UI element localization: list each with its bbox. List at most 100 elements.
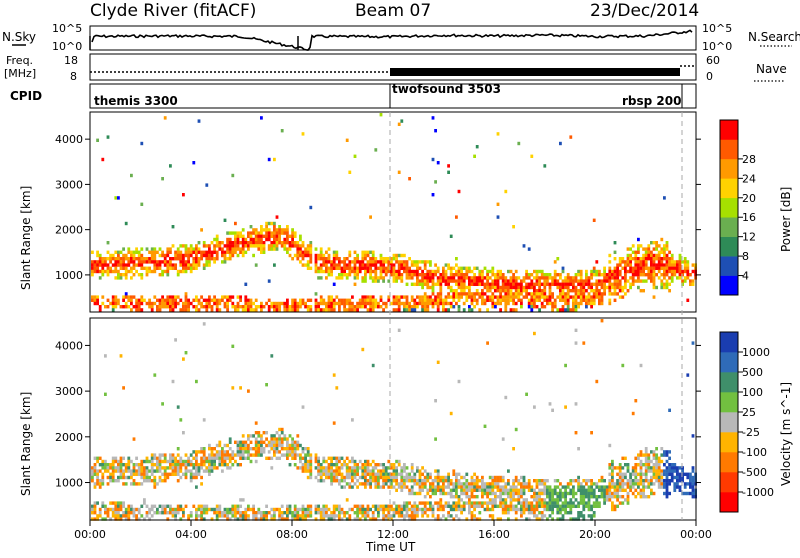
velocity-cell: [611, 495, 614, 499]
power-cell: [114, 263, 118, 267]
velocity-cell: [296, 434, 300, 438]
power-cell: [683, 263, 687, 267]
velocity-cell: [304, 469, 307, 473]
velocity-cell: [353, 504, 357, 508]
velocity-cell: [447, 485, 450, 489]
power-cell: [356, 308, 359, 312]
power-cell: [611, 276, 614, 280]
power-cell: [127, 269, 131, 274]
power-cell: [494, 285, 497, 290]
power-cell: [218, 298, 222, 302]
power-cell: [317, 305, 320, 309]
velocity-cell: [338, 459, 341, 464]
power-cell: [249, 237, 253, 242]
velocity-cell: [166, 504, 170, 508]
power-cell: [332, 282, 336, 286]
power-cell: [260, 231, 263, 235]
power-cell: [600, 285, 604, 290]
velocity-cell: [644, 475, 648, 480]
velocity-cell: [556, 485, 560, 489]
velocity-cell: [124, 482, 128, 486]
power-cell: [296, 250, 300, 254]
power-cell: [397, 170, 401, 174]
velocity-cell: [218, 440, 222, 444]
power-cell: [348, 263, 352, 267]
velocity-cell: [247, 507, 250, 512]
velocity-cell: [270, 443, 274, 448]
velocity-cell: [496, 482, 500, 486]
velocity-cell: [291, 456, 294, 460]
power-cell: [561, 308, 565, 312]
power-cell: [637, 237, 640, 242]
velocity-cell: [299, 507, 302, 512]
power-cell: [353, 269, 357, 274]
velocity-cell: [470, 511, 474, 515]
velocity-cell: [507, 491, 510, 496]
velocity-cell: [221, 514, 224, 518]
velocity-cell: [213, 511, 216, 515]
velocity-cell: [525, 485, 528, 489]
velocity-cell: [205, 459, 209, 464]
velocity-cell: [527, 488, 531, 492]
power-cell: [634, 253, 638, 258]
power-cell: [228, 295, 232, 299]
velocity-cell: [569, 498, 573, 502]
power-cell: [429, 260, 432, 264]
velocity-cell: [574, 402, 578, 406]
velocity-cell: [611, 469, 614, 473]
velocity-cell: [195, 456, 198, 460]
power-cell: [668, 263, 671, 267]
velocity-cell: [465, 482, 469, 486]
power-cell: [637, 276, 640, 280]
velocity-cell: [395, 479, 398, 483]
velocity-cell: [637, 485, 640, 489]
power-cell: [130, 173, 133, 178]
power-cell: [189, 250, 193, 254]
velocity-cell: [200, 517, 203, 521]
power-cell: [260, 234, 263, 238]
velocity-cell: [413, 491, 417, 496]
power-cell: [306, 308, 310, 312]
power-cell: [369, 273, 372, 277]
power-cell: [403, 308, 406, 312]
velocity-cell: [145, 472, 149, 476]
power-cell: [652, 253, 656, 258]
power-cell: [400, 253, 404, 258]
velocity-cell: [637, 491, 640, 496]
power-cell: [335, 253, 339, 258]
power-cell: [512, 298, 515, 302]
velocity-cell: [244, 511, 248, 515]
power-cell: [309, 250, 313, 254]
velocity-cell: [486, 482, 489, 486]
velocity-cell: [122, 482, 125, 486]
power-cell: [538, 289, 541, 293]
power-cell: [470, 279, 474, 283]
power-cell: [104, 263, 107, 267]
velocity-cell: [351, 459, 354, 464]
power-cell: [171, 301, 175, 306]
velocity-cell: [657, 472, 661, 476]
velocity-cell: [239, 443, 242, 448]
power-cell: [93, 266, 97, 270]
velocity-cell: [481, 491, 484, 496]
power-cell: [299, 237, 302, 242]
velocity-cell: [130, 459, 133, 464]
velocity-cell: [520, 475, 523, 480]
power-cell: [535, 279, 539, 283]
velocity-cell: [195, 507, 198, 512]
power-cell: [153, 269, 157, 274]
velocity-cell: [647, 482, 651, 486]
velocity-cell: [392, 511, 396, 515]
velocity-cell: [119, 463, 123, 467]
velocity-cell: [356, 485, 359, 489]
velocity-cell: [104, 392, 107, 396]
velocity-cell: [223, 456, 227, 460]
velocity-cell: [166, 511, 170, 515]
power-cell: [122, 273, 125, 277]
power-cell: [161, 250, 164, 254]
velocity-cell: [655, 479, 658, 483]
power-cell: [457, 269, 461, 274]
velocity-cell: [504, 498, 508, 502]
velocity-cell: [273, 511, 276, 515]
power-cell: [647, 276, 651, 280]
